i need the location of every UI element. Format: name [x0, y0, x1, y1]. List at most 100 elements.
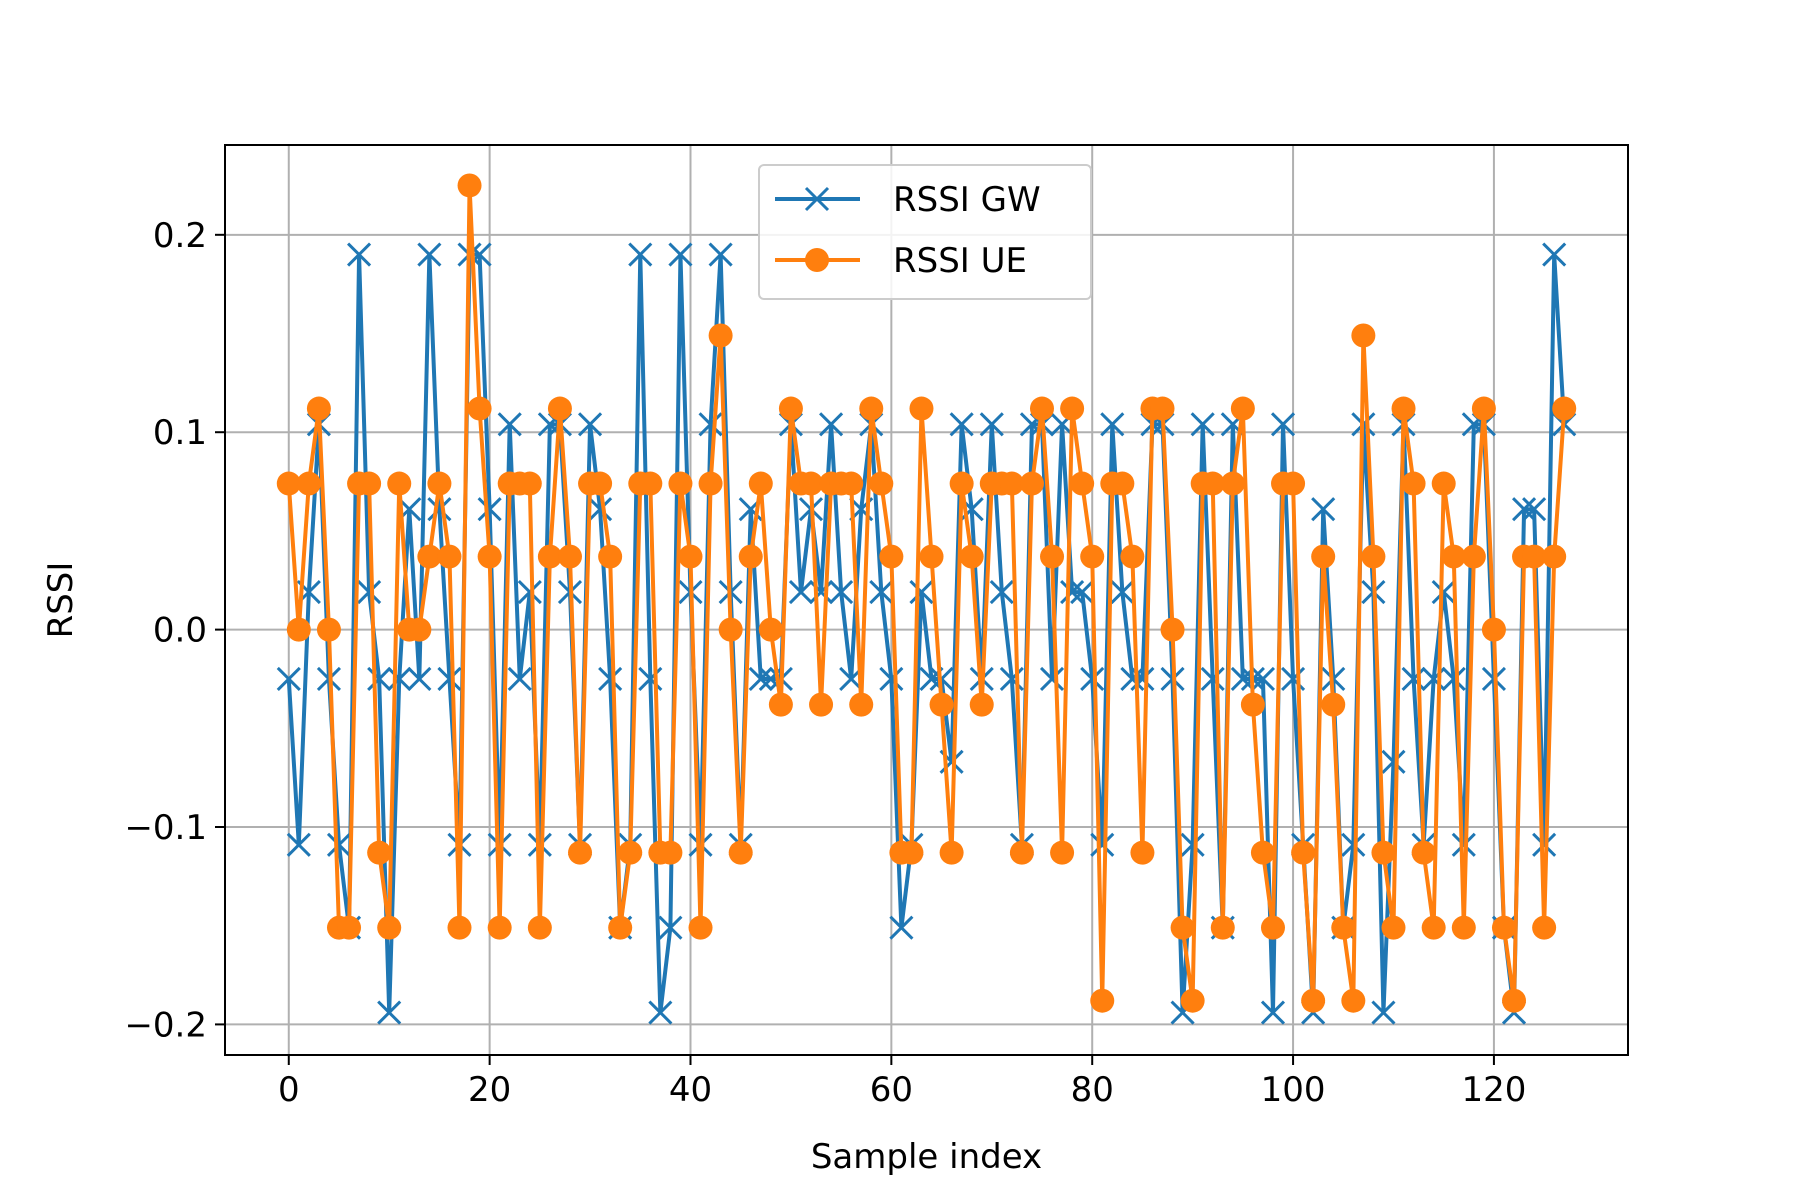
data-point-ue	[417, 544, 442, 569]
data-point-ue	[437, 544, 462, 569]
data-point-ue	[1522, 544, 1547, 569]
x-axis-label: Sample index	[811, 1137, 1042, 1177]
data-point-ue	[1029, 396, 1054, 421]
data-point-ue	[598, 544, 623, 569]
data-point-ue	[1471, 396, 1496, 421]
data-point-ue	[1281, 471, 1306, 496]
data-point-ue	[1240, 692, 1265, 717]
data-point-gw	[698, 412, 723, 437]
data-point-ue	[1401, 471, 1426, 496]
y-tick-label: −0.2	[124, 1005, 207, 1045]
data-point-ue	[1291, 840, 1316, 865]
data-point-ue	[1532, 915, 1557, 940]
series-layer	[276, 173, 1577, 1025]
data-point-ue	[1040, 544, 1065, 569]
data-point-gw	[748, 666, 773, 692]
data-point-ue	[1210, 915, 1235, 940]
data-point-ue	[588, 471, 613, 496]
data-point-ue	[1311, 544, 1336, 569]
data-point-ue	[778, 396, 803, 421]
data-point-ue	[387, 471, 412, 496]
series-ue-line	[286, 183, 1567, 1003]
data-point-ue	[1301, 988, 1326, 1013]
data-point-gw	[407, 666, 432, 692]
data-point-ue	[1351, 323, 1376, 348]
data-point-ue	[457, 173, 482, 198]
data-point-ue	[1321, 692, 1346, 717]
data-point-gw	[1100, 412, 1125, 437]
data-point-ue	[688, 915, 713, 940]
data-point-gw	[1110, 580, 1135, 605]
data-point-gw	[979, 412, 1004, 437]
data-point-ue	[608, 915, 633, 940]
data-point-ue	[748, 471, 773, 496]
data-point-ue	[1120, 544, 1145, 569]
data-point-gw	[507, 666, 532, 692]
data-point-ue	[1230, 396, 1255, 421]
data-point-gw	[1522, 497, 1547, 522]
data-point-ue	[929, 692, 954, 717]
data-point-ue	[276, 471, 301, 496]
data-point-ue	[1170, 915, 1195, 940]
data-point-gw	[417, 242, 442, 267]
data-point-ue	[768, 692, 793, 717]
data-point-ue	[1009, 840, 1034, 865]
x-tick-label: 80	[1071, 1070, 1114, 1110]
data-point-gw	[879, 666, 904, 692]
data-point-gw	[286, 832, 311, 857]
data-point-ue	[849, 692, 874, 717]
data-point-gw	[1371, 1000, 1396, 1025]
data-point-gw	[477, 497, 502, 522]
data-point-gw	[788, 580, 814, 605]
data-point-gw	[909, 580, 934, 605]
data-point-ue	[1431, 471, 1456, 496]
data-point-ue	[337, 915, 362, 940]
data-point-gw	[578, 412, 603, 437]
y-tick-label: 0.0	[153, 611, 207, 651]
data-point-ue	[638, 471, 663, 496]
data-point-ue	[668, 471, 693, 496]
data-point-ue	[306, 396, 331, 421]
data-point-gw	[1341, 832, 1366, 857]
data-point-ue	[718, 617, 743, 642]
data-point-ue	[1130, 840, 1155, 865]
data-point-ue	[1070, 471, 1095, 496]
data-point-gw	[1039, 666, 1065, 692]
data-point-ue	[698, 471, 723, 496]
data-point-ue	[1461, 544, 1486, 569]
data-point-gw	[668, 242, 693, 267]
data-point-ue	[1481, 617, 1506, 642]
data-point-ue	[738, 544, 763, 569]
data-point-ue	[1441, 544, 1466, 569]
data-point-ue	[1090, 988, 1115, 1013]
data-point-gw	[497, 412, 522, 437]
x-tick-label: 120	[1461, 1070, 1526, 1110]
data-point-gw	[648, 1000, 673, 1025]
data-point-ue	[708, 323, 733, 348]
data-point-gw	[819, 412, 844, 437]
data-point-ue	[547, 396, 572, 421]
data-point-ue	[899, 840, 924, 865]
y-tick-label: 0.2	[153, 216, 207, 256]
data-point-ue	[517, 471, 542, 496]
data-point-gw	[367, 666, 392, 692]
legend-ue-marker	[805, 248, 829, 272]
data-point-gw	[1532, 832, 1557, 857]
data-point-gw	[1200, 666, 1225, 692]
data-point-gw	[1180, 832, 1205, 857]
data-point-ue	[1160, 617, 1185, 642]
data-point-gw	[387, 666, 412, 692]
data-point-ue	[1371, 840, 1396, 865]
data-point-gw	[1080, 666, 1105, 692]
data-point-ue	[999, 471, 1024, 496]
data-point-gw	[1250, 666, 1275, 692]
data-point-ue	[1502, 988, 1527, 1013]
data-point-gw	[427, 497, 452, 522]
data-point-gw	[708, 242, 733, 267]
data-point-gw	[347, 242, 372, 267]
data-point-ue	[407, 617, 432, 642]
data-point-ue	[1421, 915, 1446, 940]
data-point-gw	[326, 832, 352, 857]
data-point-gw	[628, 242, 653, 267]
x-tick-label: 60	[870, 1070, 913, 1110]
